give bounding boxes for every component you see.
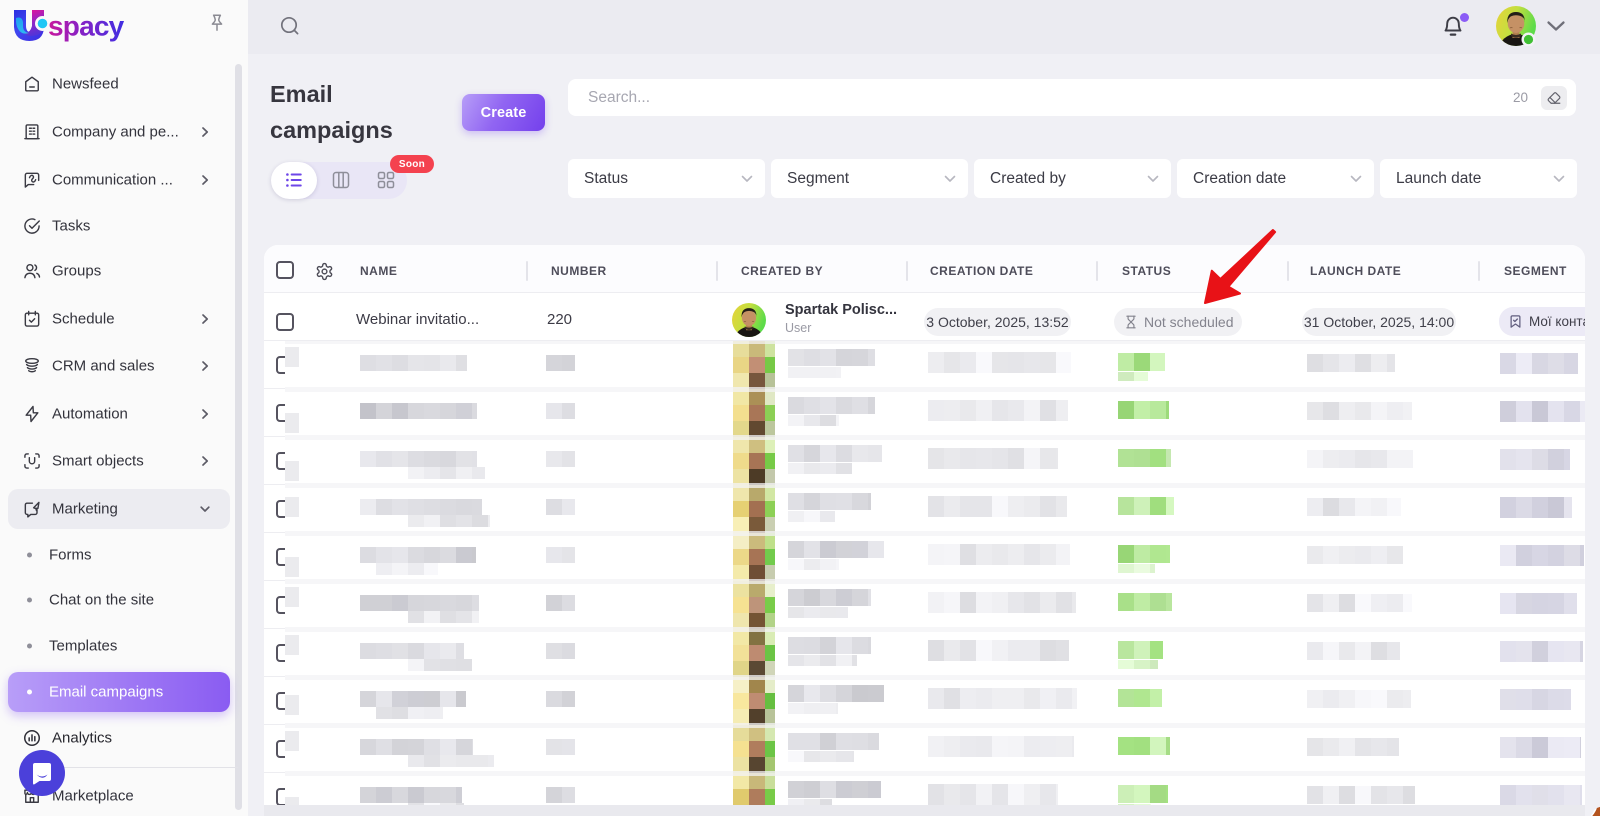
svg-text:spacy: spacy xyxy=(48,11,125,42)
